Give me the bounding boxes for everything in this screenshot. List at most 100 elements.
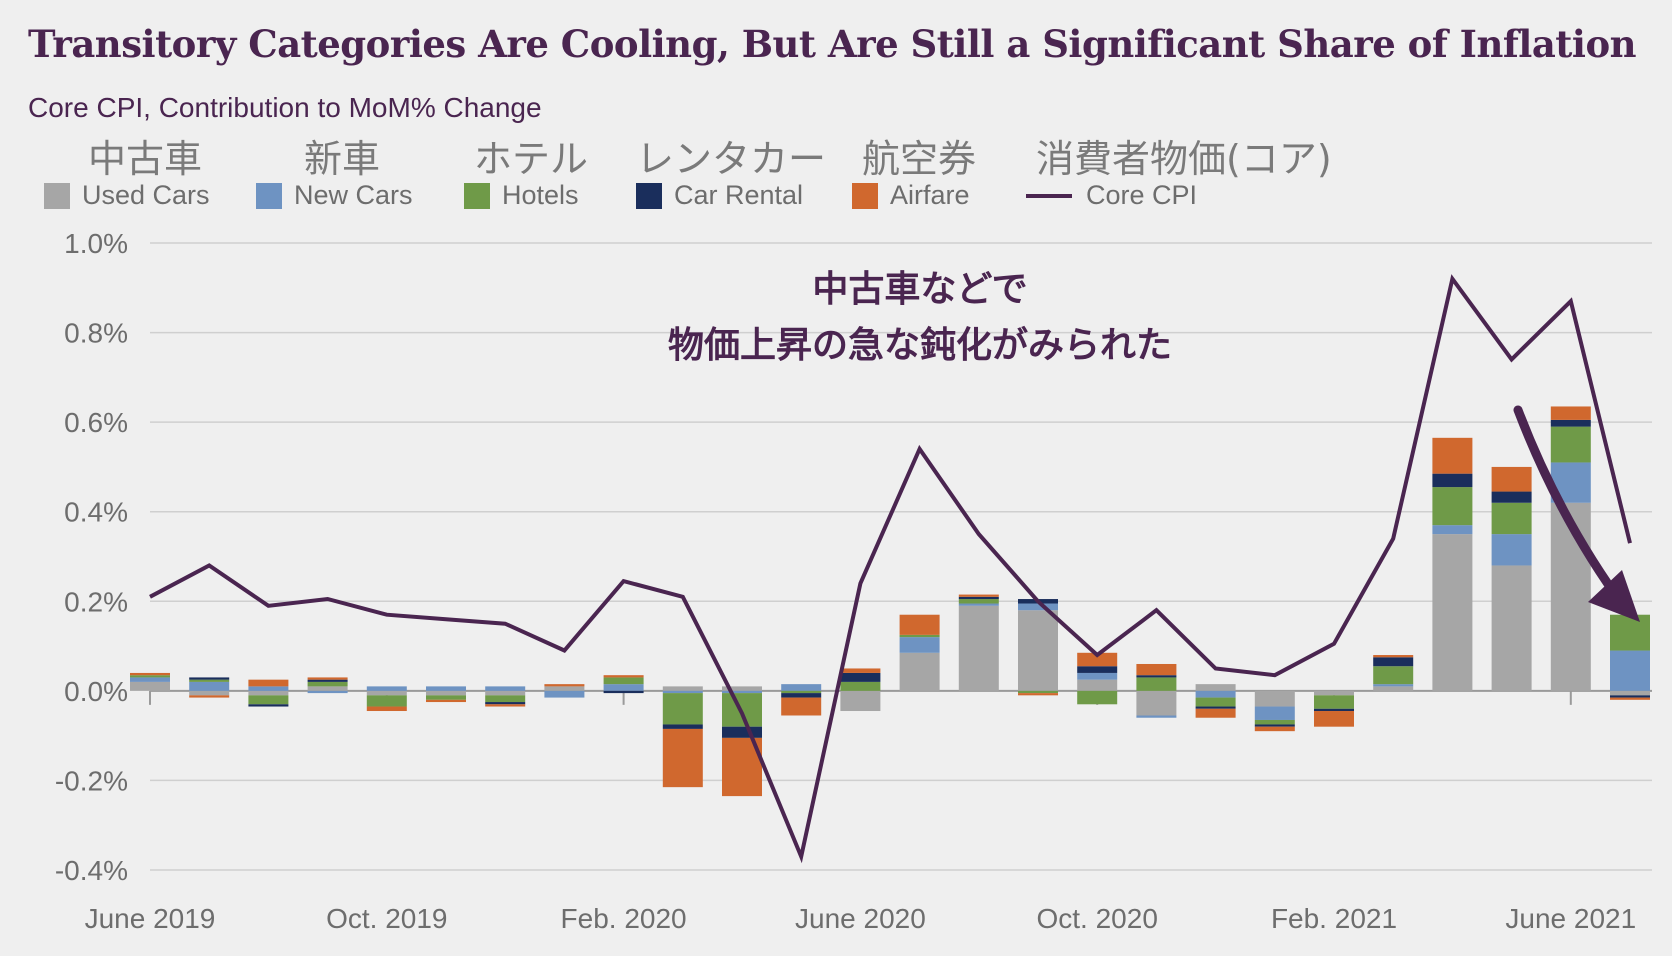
bar-segment-used-cars — [307, 686, 348, 691]
legend-jp-label: レンタカー — [636, 137, 827, 181]
bar-segment-airfare — [1550, 406, 1591, 420]
bar-segment-used-cars — [248, 690, 289, 696]
bar-segment-car-rental — [603, 690, 644, 694]
x-tick-label: June 2020 — [795, 903, 926, 934]
bar-segment-used-cars — [1254, 690, 1295, 707]
bar-segment-used-cars — [1195, 684, 1236, 691]
legend-swatch-car-rental — [636, 182, 662, 209]
bar-segment-hotels — [1018, 690, 1058, 694]
bar-segment-new-cars — [130, 677, 170, 682]
bar-segment-new-cars — [426, 686, 466, 691]
legend: 中古車 Used Cars 新車 New Cars ホテル Hotels レンタ… — [44, 128, 1464, 218]
legend-label: Hotels — [502, 180, 579, 210]
y-tick-label: 0.6% — [64, 407, 128, 438]
legend-label: Used Cars — [82, 180, 210, 210]
bar-segment-hotels — [1077, 690, 1118, 705]
legend-jp-label: 中古車 — [88, 137, 203, 181]
bar-segment-new-cars — [485, 686, 526, 691]
bar-segment-hotels — [1550, 426, 1591, 463]
bar-segment-new-cars — [1373, 684, 1414, 687]
bar-segment-airfare — [248, 679, 289, 687]
chart-title: Transitory Categories Are Cooling, But A… — [28, 22, 1637, 66]
bar-segment-airfare — [544, 684, 585, 687]
x-tick-label: June 2021 — [1505, 903, 1636, 934]
bar-segment-airfare — [662, 728, 703, 788]
bar-segment-airfare — [189, 695, 230, 698]
y-tick-label: 0.0% — [64, 676, 128, 707]
bar-segment-hotels — [1136, 677, 1177, 691]
bar-segment-airfare — [958, 594, 999, 597]
core-cpi-line — [149, 274, 1632, 864]
bar-segment-hotels — [366, 695, 407, 707]
bar-segment-airfare — [1314, 711, 1354, 727]
bar-segment-car-rental — [189, 677, 230, 680]
bar-segment-new-cars — [544, 690, 585, 698]
bar-segment-used-cars — [1610, 690, 1650, 696]
bar-segment-new-cars — [189, 681, 230, 691]
bar-segment-used-cars — [1314, 690, 1354, 696]
bar-segment-car-rental — [307, 679, 348, 682]
bar-segment-airfare — [1491, 466, 1532, 492]
bar-segment-hotels — [781, 690, 822, 694]
bar-segment-used-cars — [958, 605, 999, 691]
bar-segment-car-rental — [1491, 491, 1532, 503]
bar-segment-car-rental — [722, 726, 762, 738]
bar-segment-car-rental — [1136, 675, 1177, 678]
bar-segment-new-cars — [1254, 706, 1295, 720]
bar-segment-new-cars — [1491, 534, 1532, 566]
legend-jp-label: 消費者物価(コア) — [1036, 137, 1332, 181]
bar-segment-used-cars — [1136, 690, 1177, 716]
bar-segment-car-rental — [1077, 666, 1118, 673]
annotation-line-2: 物価上昇の急な鈍化がみられた — [667, 325, 1172, 366]
x-tick-label: Feb. 2020 — [561, 903, 687, 934]
y-tick-label: 0.4% — [64, 497, 128, 528]
bar-segment-airfare — [1136, 663, 1177, 676]
bar-segment-new-cars — [307, 690, 348, 694]
bar-segment-used-cars — [662, 686, 703, 691]
bar-segment-hotels — [840, 681, 881, 691]
bar-segment-hotels — [1254, 719, 1295, 725]
legend-jp-label: 新車 — [304, 137, 381, 181]
bar-segment-car-rental — [1314, 708, 1354, 712]
bar-segment-new-cars — [958, 603, 999, 606]
bar-segment-airfare — [426, 699, 466, 703]
legend-jp-label: 航空券 — [862, 137, 977, 181]
bar-segment-used-cars — [840, 690, 881, 712]
bar-segment-used-cars — [426, 690, 466, 696]
bar-segment-hotels — [1491, 502, 1532, 535]
bar-segment-airfare — [840, 668, 881, 673]
bar-segment-used-cars — [1018, 610, 1058, 691]
x-tick-label: June 2019 — [85, 903, 216, 934]
legend-line-core-cpi — [1026, 193, 1072, 198]
bar-segment-new-cars — [1136, 715, 1177, 718]
bar-segment-car-rental — [248, 704, 289, 707]
bar-segment-airfare — [130, 672, 170, 676]
bar-segment-hotels — [307, 681, 348, 687]
bar-segment-hotels — [1314, 695, 1354, 709]
bar-segment-used-cars — [722, 686, 762, 691]
legend-label: Airfare — [890, 180, 970, 210]
bar-segment-hotels — [1373, 666, 1414, 685]
bar-segment-airfare — [1018, 693, 1058, 696]
bar-segment-car-rental — [958, 596, 999, 600]
legend-swatch-hotels — [464, 182, 490, 209]
bar-segment-new-cars — [662, 690, 703, 694]
bar-segment-hotels — [426, 695, 466, 700]
bar-segment-new-cars — [603, 684, 644, 691]
bar-segment-new-cars — [1018, 603, 1058, 611]
bar-segment-used-cars — [1432, 534, 1473, 691]
bar-segment-used-cars — [1077, 679, 1118, 691]
bar-segment-hotels — [189, 679, 230, 682]
legend-swatch-new-cars — [256, 182, 282, 209]
bar-segment-airfare — [603, 675, 644, 678]
bar-segment-hotels — [248, 695, 289, 705]
bar-segment-car-rental — [662, 724, 703, 729]
legend-label: New Cars — [294, 180, 413, 210]
bar-segment-car-rental — [781, 693, 822, 698]
x-tick-label: Oct. 2019 — [326, 903, 447, 934]
bar-segment-new-cars — [1195, 690, 1236, 698]
bar-segment-hotels — [1195, 697, 1236, 707]
y-tick-label: 0.2% — [64, 586, 128, 617]
bar-segment-airfare — [366, 706, 407, 712]
bar-segment-airfare — [1077, 652, 1118, 667]
